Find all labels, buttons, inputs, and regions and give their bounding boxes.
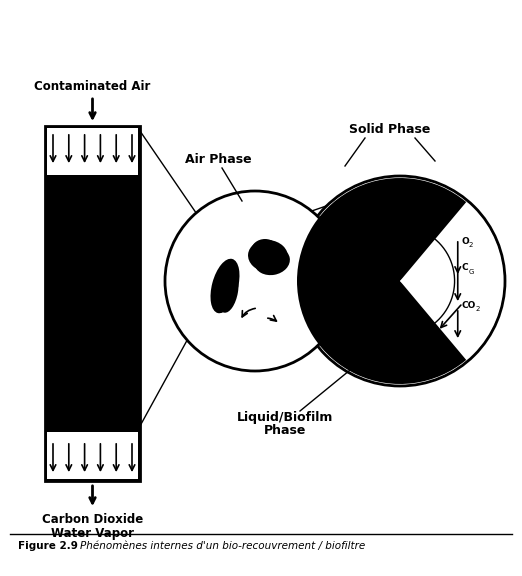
Text: Carbon Dioxide: Carbon Dioxide xyxy=(42,513,143,526)
Ellipse shape xyxy=(248,240,288,272)
Text: 2: 2 xyxy=(469,242,473,248)
Text: 2: 2 xyxy=(476,306,480,312)
Ellipse shape xyxy=(218,269,239,313)
Text: Air Phase: Air Phase xyxy=(185,153,251,166)
Bar xyxy=(47,432,138,479)
Text: Phénomènes internes d'un bio-recouvrement / biofiltre: Phénomènes internes d'un bio-recouvremen… xyxy=(80,541,365,551)
Ellipse shape xyxy=(251,239,279,263)
Text: G: G xyxy=(469,269,474,275)
Text: Figure 2.9: Figure 2.9 xyxy=(18,541,78,551)
Text: Contaminated Air: Contaminated Air xyxy=(34,80,151,93)
Text: C: C xyxy=(462,263,468,272)
Circle shape xyxy=(295,176,505,386)
Wedge shape xyxy=(400,215,503,347)
Bar xyxy=(45,126,140,481)
Text: Solid Phase: Solid Phase xyxy=(349,123,431,136)
Wedge shape xyxy=(297,178,466,384)
Ellipse shape xyxy=(210,259,240,313)
Text: O: O xyxy=(462,237,469,245)
Bar xyxy=(47,128,138,175)
Text: CO: CO xyxy=(462,301,476,309)
Text: Liquid/Biofilm: Liquid/Biofilm xyxy=(237,411,333,424)
Ellipse shape xyxy=(254,247,290,275)
Text: Water Vapor: Water Vapor xyxy=(51,527,134,540)
Circle shape xyxy=(165,191,345,371)
Text: Phase: Phase xyxy=(264,424,306,437)
